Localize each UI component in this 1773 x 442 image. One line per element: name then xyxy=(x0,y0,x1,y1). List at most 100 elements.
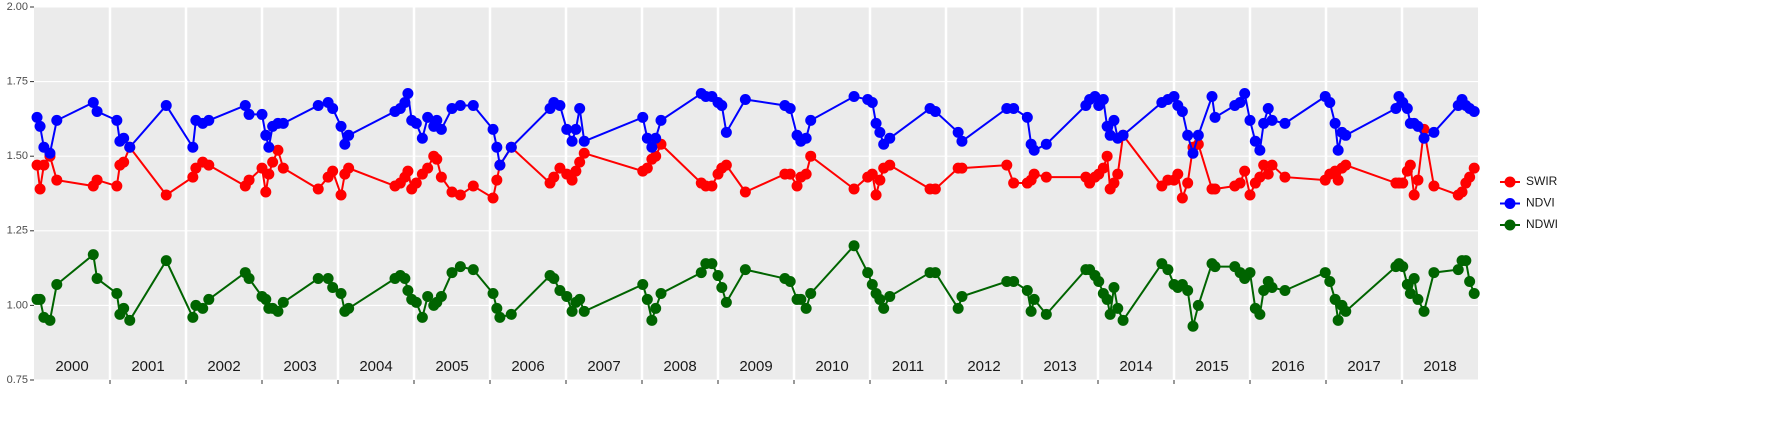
data-point xyxy=(505,141,517,153)
data-point xyxy=(870,117,882,129)
data-point xyxy=(327,165,339,177)
data-point xyxy=(494,311,506,323)
data-point xyxy=(335,189,347,201)
year-label: 2013 xyxy=(1043,358,1076,375)
data-point xyxy=(124,314,136,326)
data-point xyxy=(574,102,586,114)
data-point xyxy=(720,159,732,171)
year-label: 2016 xyxy=(1271,358,1304,375)
year-label: 2017 xyxy=(1347,358,1380,375)
data-point xyxy=(956,162,968,174)
data-point xyxy=(884,290,896,302)
year-label: 2006 xyxy=(511,358,544,375)
data-point xyxy=(1192,129,1204,141)
data-point xyxy=(706,180,718,192)
data-point xyxy=(1324,276,1336,288)
data-point xyxy=(929,267,941,279)
data-point xyxy=(160,189,172,201)
data-point xyxy=(1266,114,1278,126)
data-point xyxy=(91,273,103,285)
data-point xyxy=(1008,177,1020,189)
year-label: 2007 xyxy=(587,358,620,375)
legend-marker xyxy=(1504,198,1516,209)
data-point xyxy=(1209,183,1221,195)
data-point xyxy=(1412,293,1424,305)
data-point xyxy=(848,183,860,195)
data-point xyxy=(1452,264,1464,276)
data-point xyxy=(339,138,351,150)
data-point xyxy=(343,162,355,174)
data-point xyxy=(1456,186,1468,198)
data-point xyxy=(1332,314,1344,326)
data-point xyxy=(203,114,215,126)
data-point xyxy=(243,273,255,285)
data-point xyxy=(1234,177,1246,189)
data-point xyxy=(650,302,662,314)
data-point xyxy=(1108,281,1120,293)
data-point xyxy=(343,302,355,314)
data-point xyxy=(1028,293,1040,305)
data-point xyxy=(570,123,582,135)
data-point xyxy=(566,135,578,147)
data-point xyxy=(51,114,63,126)
data-point xyxy=(1412,120,1424,132)
data-point xyxy=(467,99,479,111)
data-point xyxy=(578,135,590,147)
data-point xyxy=(1464,171,1476,183)
data-point xyxy=(431,153,443,165)
data-point xyxy=(51,279,63,291)
data-point xyxy=(1176,105,1188,117)
data-point xyxy=(1239,165,1251,177)
data-point xyxy=(410,177,422,189)
data-point xyxy=(720,126,732,138)
data-point xyxy=(1404,287,1416,299)
data-point xyxy=(720,296,732,308)
legend-marker xyxy=(1504,219,1516,231)
data-point xyxy=(1279,171,1291,183)
year-label: 2004 xyxy=(359,358,392,375)
data-point xyxy=(416,132,428,144)
data-point xyxy=(784,102,796,114)
data-point xyxy=(1117,314,1129,326)
data-point xyxy=(800,302,812,314)
data-point xyxy=(487,192,499,204)
data-point xyxy=(327,102,339,114)
data-point xyxy=(1418,305,1430,317)
data-point xyxy=(1329,117,1341,129)
year-label: 2014 xyxy=(1119,358,1152,375)
data-point xyxy=(118,302,130,314)
data-point xyxy=(491,302,503,314)
data-point xyxy=(874,174,886,186)
data-point xyxy=(1254,171,1266,183)
data-point xyxy=(805,114,817,126)
data-point xyxy=(641,162,653,174)
data-point xyxy=(1168,91,1180,103)
data-point xyxy=(646,141,658,153)
data-point xyxy=(1021,111,1033,123)
year-label: 2002 xyxy=(207,358,240,375)
data-point xyxy=(637,111,649,123)
data-point xyxy=(739,94,751,106)
data-point xyxy=(410,117,422,129)
data-point xyxy=(1209,111,1221,123)
data-point xyxy=(800,168,812,180)
data-point xyxy=(884,159,896,171)
data-point xyxy=(239,99,251,111)
data-point xyxy=(637,279,649,291)
data-point xyxy=(800,132,812,144)
data-point xyxy=(1460,255,1472,267)
data-point xyxy=(34,120,46,132)
data-point xyxy=(422,290,434,302)
data-point xyxy=(435,171,447,183)
data-point xyxy=(1340,305,1352,317)
y-tick-label: 1.00 xyxy=(7,299,28,311)
data-point xyxy=(566,174,578,186)
data-point xyxy=(402,165,414,177)
year-label: 2008 xyxy=(663,358,696,375)
data-point xyxy=(312,99,324,111)
data-point xyxy=(1412,174,1424,186)
data-point xyxy=(416,311,428,323)
data-point xyxy=(1008,102,1020,114)
data-point xyxy=(335,287,347,299)
